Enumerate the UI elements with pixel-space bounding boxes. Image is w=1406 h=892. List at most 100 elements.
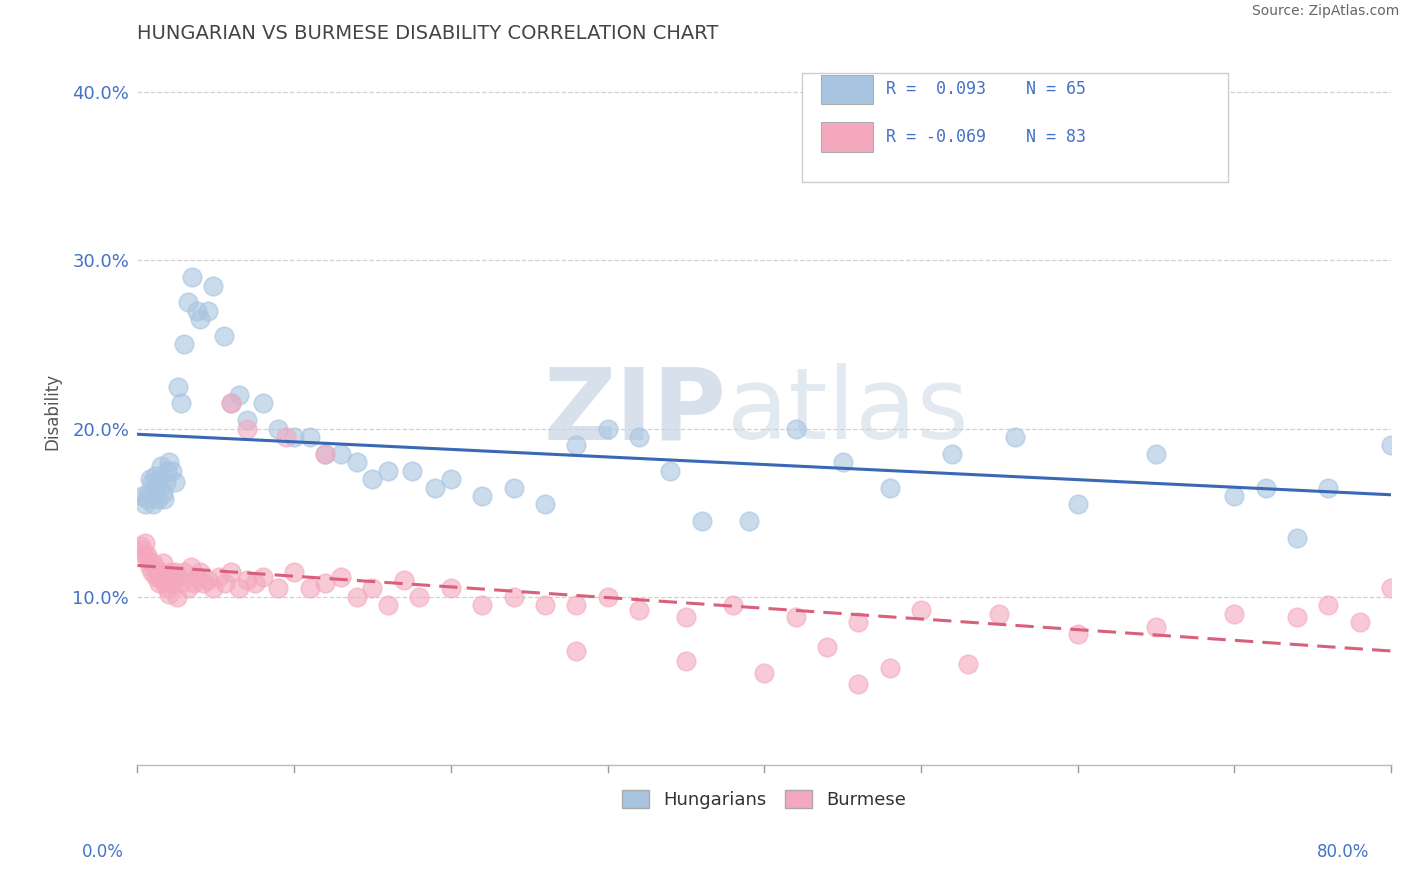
- Point: [690, 514, 713, 528]
- Point: [188, 565, 211, 579]
- Point: [145, 481, 167, 495]
- Point: [197, 303, 219, 318]
- Point: [138, 553, 160, 567]
- Point: [267, 422, 290, 436]
- Point: [129, 540, 152, 554]
- Point: [212, 329, 235, 343]
- Point: [201, 582, 224, 596]
- Point: [377, 599, 399, 613]
- Point: [440, 472, 463, 486]
- Point: [153, 492, 176, 507]
- Point: [314, 447, 336, 461]
- Point: [156, 582, 179, 596]
- Point: [135, 548, 157, 562]
- Point: [138, 485, 160, 500]
- Point: [186, 303, 208, 318]
- Point: [314, 447, 336, 461]
- Point: [1066, 627, 1088, 641]
- Point: [160, 576, 183, 591]
- Point: [180, 559, 202, 574]
- Text: R =  0.093    N = 65: R = 0.093 N = 65: [886, 80, 1085, 98]
- Point: [146, 565, 169, 579]
- Point: [879, 660, 901, 674]
- Point: [534, 599, 557, 613]
- Point: [346, 455, 368, 469]
- Point: [1066, 497, 1088, 511]
- Point: [737, 514, 759, 528]
- Point: [471, 489, 494, 503]
- Point: [831, 455, 853, 469]
- Point: [1285, 531, 1308, 545]
- Point: [596, 590, 619, 604]
- Point: [627, 430, 650, 444]
- Point: [1144, 620, 1167, 634]
- Point: [157, 455, 180, 469]
- Point: [283, 430, 305, 444]
- Point: [156, 464, 179, 478]
- FancyBboxPatch shape: [801, 72, 1227, 182]
- Point: [754, 665, 776, 680]
- Point: [1223, 489, 1246, 503]
- Point: [815, 640, 838, 655]
- Point: [143, 468, 166, 483]
- Point: [159, 565, 181, 579]
- Point: [298, 582, 321, 596]
- Point: [146, 492, 169, 507]
- Point: [188, 312, 211, 326]
- Point: [163, 565, 186, 579]
- Point: [1254, 481, 1277, 495]
- Point: [276, 430, 298, 444]
- Point: [141, 565, 163, 579]
- Point: [173, 565, 195, 579]
- Text: 80.0%: 80.0%: [1316, 843, 1369, 861]
- Point: [330, 570, 353, 584]
- Point: [155, 573, 177, 587]
- Point: [173, 337, 195, 351]
- Point: [1317, 481, 1340, 495]
- Point: [910, 603, 932, 617]
- Point: [1379, 582, 1402, 596]
- Point: [401, 464, 423, 478]
- Point: [846, 677, 869, 691]
- Point: [361, 472, 384, 486]
- Point: [183, 576, 205, 591]
- Point: [1144, 447, 1167, 461]
- Point: [145, 570, 167, 584]
- Point: [142, 556, 165, 570]
- FancyBboxPatch shape: [821, 75, 873, 104]
- Point: [221, 396, 243, 410]
- Point: [941, 447, 963, 461]
- Point: [267, 582, 290, 596]
- FancyBboxPatch shape: [821, 122, 873, 152]
- Point: [208, 570, 231, 584]
- Point: [236, 573, 259, 587]
- Point: [879, 481, 901, 495]
- Point: [361, 582, 384, 596]
- Point: [170, 576, 193, 591]
- Point: [314, 576, 336, 591]
- Point: [846, 615, 869, 629]
- Point: [471, 599, 494, 613]
- Point: [1348, 615, 1371, 629]
- Point: [627, 603, 650, 617]
- Point: [149, 458, 172, 473]
- Point: [148, 472, 170, 486]
- Point: [252, 396, 274, 410]
- Point: [785, 422, 807, 436]
- Point: [228, 388, 250, 402]
- Point: [346, 590, 368, 604]
- Point: [197, 573, 219, 587]
- Point: [141, 475, 163, 490]
- Point: [134, 536, 156, 550]
- Point: [988, 607, 1011, 621]
- Point: [139, 559, 162, 574]
- Point: [534, 497, 557, 511]
- Point: [134, 497, 156, 511]
- Legend: Hungarians, Burmese: Hungarians, Burmese: [614, 782, 914, 816]
- Point: [163, 475, 186, 490]
- Point: [152, 485, 174, 500]
- Point: [440, 582, 463, 596]
- Point: [408, 590, 430, 604]
- Text: HUNGARIAN VS BURMESE DISABILITY CORRELATION CHART: HUNGARIAN VS BURMESE DISABILITY CORRELAT…: [138, 24, 718, 43]
- Point: [155, 475, 177, 490]
